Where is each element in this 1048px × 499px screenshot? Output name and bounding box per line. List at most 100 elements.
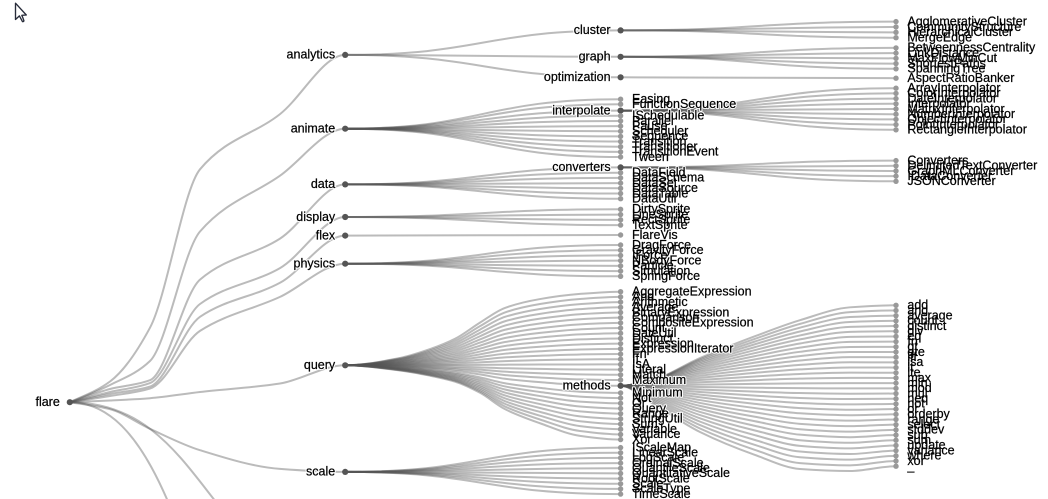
svg-text:GravityForce: GravityForce <box>632 243 704 257</box>
svg-text:Literal: Literal <box>632 362 666 376</box>
svg-text:gt: gt <box>907 340 918 354</box>
svg-text:AggregateExpression: AggregateExpression <box>632 285 752 299</box>
svg-text:interpolate: interpolate <box>552 103 610 117</box>
svg-text:NBodyForce: NBodyForce <box>632 253 702 267</box>
svg-text:BetweennessCentrality: BetweennessCentrality <box>907 41 1036 55</box>
svg-text:Pause: Pause <box>632 119 667 133</box>
svg-text:IForce: IForce <box>632 248 667 262</box>
svg-text:Converters: Converters <box>907 153 968 167</box>
svg-text:MergeEdge: MergeEdge <box>907 31 972 45</box>
svg-text:query: query <box>304 358 336 372</box>
svg-text:Parallel: Parallel <box>632 114 674 128</box>
svg-text:cluster: cluster <box>574 23 611 37</box>
svg-text:RectSprite: RectSprite <box>632 213 690 227</box>
svg-text:div: div <box>907 324 924 338</box>
svg-text:DataField: DataField <box>632 166 686 180</box>
svg-text:lte: lte <box>907 366 920 380</box>
svg-text:ExpressionIterator: ExpressionIterator <box>632 342 733 356</box>
svg-text:distinct: distinct <box>907 319 946 333</box>
svg-text:Variance: Variance <box>632 427 680 441</box>
svg-text:Transition: Transition <box>632 134 686 148</box>
svg-text:PointInterpolator: PointInterpolator <box>907 117 999 131</box>
svg-text:DateUtil: DateUtil <box>632 326 676 340</box>
svg-text:FunctionSequence: FunctionSequence <box>632 97 736 111</box>
svg-text:Arithmetic: Arithmetic <box>632 295 688 309</box>
svg-text:ColorInterpolator: ColorInterpolator <box>907 86 1000 100</box>
svg-text:where: where <box>906 449 941 463</box>
svg-text:isa: isa <box>907 355 923 369</box>
svg-text:min: min <box>907 376 927 390</box>
svg-text:SpringForce: SpringForce <box>632 269 700 283</box>
svg-text:analytics: analytics <box>287 48 336 62</box>
svg-text:or: or <box>907 402 918 416</box>
svg-text:neq: neq <box>907 392 928 406</box>
svg-text:TextSprite: TextSprite <box>632 218 688 232</box>
svg-text:Variable: Variable <box>632 422 677 436</box>
svg-text:Comparison: Comparison <box>632 310 699 324</box>
svg-text:RootScale: RootScale <box>632 471 690 485</box>
svg-text:Interpolator: Interpolator <box>907 97 970 111</box>
svg-text:Maximum: Maximum <box>632 373 686 387</box>
svg-text:sum: sum <box>907 433 931 447</box>
svg-text:IForce: IForce <box>632 248 667 262</box>
svg-text:TransitionEvent: TransitionEvent <box>632 145 719 159</box>
svg-text:mul: mul <box>907 386 927 400</box>
svg-text:StringUtil: StringUtil <box>632 412 683 426</box>
svg-text:flex: flex <box>316 228 336 242</box>
svg-text:RootScale: RootScale <box>632 471 690 485</box>
svg-text:TransitionEvent: TransitionEvent <box>632 145 719 159</box>
svg-text:average: average <box>907 308 952 322</box>
svg-text:xor: xor <box>907 454 924 468</box>
svg-text:count: count <box>907 314 938 328</box>
svg-text:ScaleType: ScaleType <box>632 482 690 496</box>
svg-text:_: _ <box>906 459 915 473</box>
svg-text:PointInterpolator: PointInterpolator <box>907 117 999 131</box>
svg-text:StringUtil: StringUtil <box>632 412 683 426</box>
svg-text:Or: Or <box>632 396 646 410</box>
svg-text:or: or <box>907 402 918 416</box>
svg-text:Variance: Variance <box>632 427 680 441</box>
svg-text:lt: lt <box>907 360 914 374</box>
svg-text:IsA: IsA <box>632 357 651 371</box>
svg-text:Range: Range <box>632 406 669 420</box>
svg-text:Expression: Expression <box>632 336 694 350</box>
svg-text:min: min <box>907 376 927 390</box>
svg-text:orderby: orderby <box>907 407 950 421</box>
svg-text:AgglomerativeCluster: AgglomerativeCluster <box>907 14 1027 28</box>
svg-text:lt: lt <box>907 360 914 374</box>
svg-text:select: select <box>907 417 940 431</box>
svg-text:gt: gt <box>907 340 918 354</box>
svg-text:display: display <box>296 210 336 224</box>
svg-text:Transition: Transition <box>632 134 686 148</box>
svg-text:AgglomerativeCluster: AgglomerativeCluster <box>907 14 1027 28</box>
svg-text:LineSprite: LineSprite <box>632 207 688 221</box>
svg-text:DragForce: DragForce <box>632 238 691 252</box>
svg-text:div: div <box>907 324 924 338</box>
svg-text:Query: Query <box>632 401 667 415</box>
svg-text:update: update <box>907 438 945 452</box>
svg-text:Not: Not <box>632 391 652 405</box>
svg-text:stddev: stddev <box>907 423 945 437</box>
svg-text:methods: methods <box>563 379 611 393</box>
svg-text:Sequence: Sequence <box>632 129 688 143</box>
svg-text:Sum: Sum <box>632 417 658 431</box>
svg-text:data: data <box>311 177 335 191</box>
svg-text:count: count <box>907 314 938 328</box>
svg-text:Sum: Sum <box>632 417 658 431</box>
svg-text:SpringForce: SpringForce <box>632 269 700 283</box>
svg-text:gte: gte <box>907 345 924 359</box>
svg-text:Simulation: Simulation <box>632 264 690 278</box>
svg-text:sub: sub <box>907 428 927 442</box>
svg-text:QuantitativeScale: QuantitativeScale <box>632 466 730 480</box>
svg-text:display: display <box>296 210 336 224</box>
svg-text:TextSprite: TextSprite <box>632 218 688 232</box>
svg-text:ShortestPaths: ShortestPaths <box>907 56 986 70</box>
svg-text:scale: scale <box>306 465 335 479</box>
svg-text:Distinct: Distinct <box>632 331 674 345</box>
svg-text:ISchedulable: ISchedulable <box>632 109 704 123</box>
svg-text:Scheduler: Scheduler <box>632 124 688 138</box>
svg-text:DataSchema: DataSchema <box>632 171 704 185</box>
svg-text:OrdinalScale: OrdinalScale <box>632 456 704 470</box>
svg-text:animate: animate <box>291 122 336 136</box>
svg-text:Range: Range <box>632 406 669 420</box>
